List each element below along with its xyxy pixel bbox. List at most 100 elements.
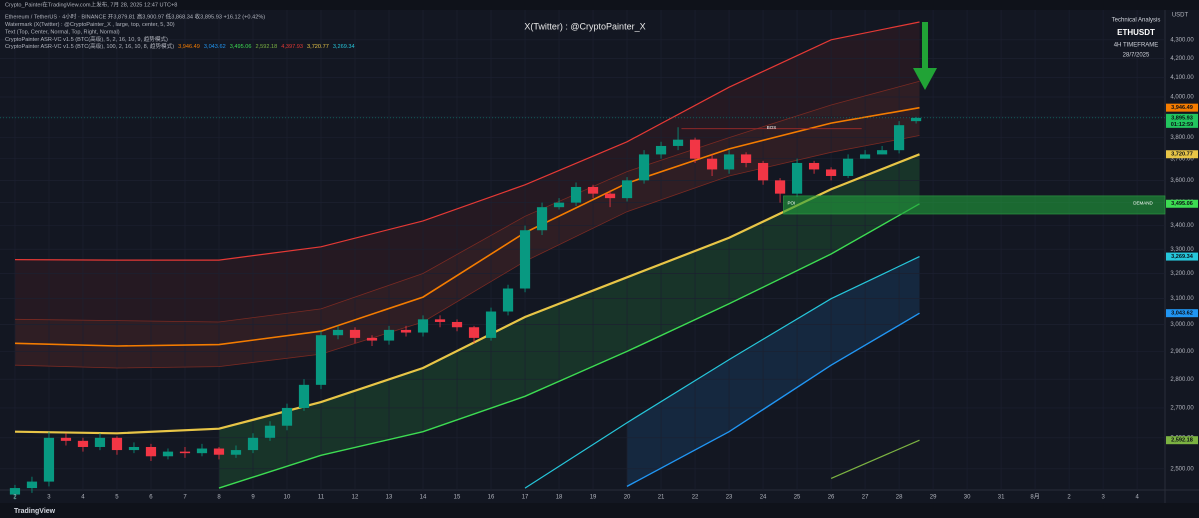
x-tick-label: 15	[454, 495, 461, 501]
last-price-label: 3,895.93	[1171, 115, 1193, 121]
candle-body	[502, 288, 514, 312]
candle-body	[655, 145, 667, 155]
candle-body	[689, 139, 701, 159]
x-tick-label: 7	[183, 495, 187, 501]
candle-body	[434, 319, 446, 322]
indicator-value: 3,720.77	[307, 44, 329, 50]
x-tick-label: 24	[760, 495, 767, 501]
candle-body	[417, 319, 429, 333]
band-fill	[218, 154, 920, 489]
y-tick-label: 4,300.00	[1170, 37, 1194, 43]
y-tick-label: 4,100.00	[1170, 75, 1194, 81]
price-badge	[1166, 309, 1198, 318]
candles	[0, 116, 1165, 500]
price-badge-label: 3,269.34	[1171, 254, 1194, 260]
candle-body	[26, 481, 38, 489]
candle-body	[485, 311, 497, 338]
x-tick-label: 12	[352, 495, 359, 501]
candle-body	[468, 327, 480, 338]
indicator-name: CryptoPainter ASR-VC v1.5 (BTC(高级), 100,…	[5, 42, 174, 50]
candle-body	[128, 446, 140, 451]
candle-body	[366, 337, 378, 341]
down-arrow	[913, 22, 937, 90]
x-tick-label: 28	[896, 495, 903, 501]
y-tick-label: 3,800.00	[1170, 135, 1194, 141]
candle-body	[43, 437, 55, 482]
demand-label: DEMAND	[1133, 201, 1153, 206]
candle-body	[774, 180, 786, 194]
demand-zone	[783, 195, 1166, 215]
y-tick-label: 3,200.00	[1170, 271, 1194, 277]
price-badge-label: 3,495.06	[1171, 201, 1193, 207]
page-header: Crypto_Painter在TradingView.com上发布, 7月 28…	[5, 0, 177, 8]
x-tick-label: 26	[828, 495, 835, 501]
price-badge	[1166, 103, 1198, 112]
x-tick-label: 3	[1101, 495, 1105, 501]
candle-body	[281, 407, 293, 426]
legend-line: CryptoPainter ASR-VC v1.5 (BTC(高级), 5, 2…	[5, 35, 168, 43]
x-tick-label: 25	[794, 495, 801, 501]
candle-body	[791, 162, 803, 194]
x-tick-label: 5	[115, 495, 119, 501]
candle-body	[757, 162, 769, 181]
indicator-value: 4,397.93	[281, 44, 303, 50]
y-tick-label: 3,400.00	[1170, 223, 1194, 229]
candle-body	[825, 169, 837, 176]
bos-label: BOS	[767, 125, 777, 130]
x-tick-label: 23	[726, 495, 733, 501]
candle-body	[740, 154, 752, 163]
candle-body	[315, 335, 327, 385]
indicator-line	[524, 256, 920, 489]
y-tick-label: 2,700.00	[1170, 406, 1194, 412]
x-tick-label: 20	[624, 495, 631, 501]
candle-body	[332, 329, 344, 336]
price-badge-label: 3,043.62	[1171, 311, 1193, 317]
candle-body	[400, 329, 412, 333]
candle-body	[808, 162, 820, 170]
candle-body	[859, 154, 871, 159]
watermark: X(Twitter) : @CryptoPainter_X	[524, 21, 645, 31]
last-price-badge	[1166, 113, 1198, 128]
info-symbol: ETHUSDT	[1117, 28, 1155, 37]
x-tick-label: 11	[318, 495, 325, 501]
indicator-value: 3,269.34	[333, 44, 355, 50]
x-tick-label: 4	[1135, 495, 1139, 501]
x-tick-label: 29	[930, 495, 937, 501]
x-tick-label: 13	[386, 495, 393, 501]
candle-body	[893, 125, 905, 151]
price-badge	[1166, 436, 1198, 445]
price-badge	[1166, 199, 1198, 208]
candle-body	[349, 329, 361, 338]
x-tick-label: 2	[13, 495, 17, 501]
countdown-label: 01:12:59	[1171, 122, 1193, 128]
candle-body	[196, 448, 208, 454]
info-title: Technical Analysis	[1112, 18, 1161, 24]
candle-body	[706, 158, 718, 170]
indicator-value: 3,946.49	[178, 44, 200, 50]
indicator-line	[14, 135, 920, 369]
annotations: BOS POI DEMAND	[681, 125, 1166, 215]
indicator-line	[14, 80, 920, 323]
price-badge-label: 3,946.49	[1171, 105, 1193, 111]
candle-body	[910, 117, 922, 122]
x-tick-label: 8月	[1030, 494, 1039, 501]
candle-body	[621, 180, 633, 199]
indicator-line	[218, 203, 920, 489]
candle-body	[9, 488, 21, 495]
x-tick-label: 18	[556, 495, 563, 501]
candle-body	[162, 451, 174, 457]
price-badge-label: 3,720.77	[1171, 152, 1193, 158]
candle-body	[383, 329, 395, 341]
x-tick-label: 27	[862, 495, 869, 501]
indicator-value: 3,495.06	[230, 44, 252, 50]
candle-body	[77, 440, 89, 447]
x-tick-label: 22	[692, 495, 699, 501]
y-tick-label: 3,000.00	[1170, 322, 1194, 328]
candle-body	[213, 448, 225, 455]
candle-body	[94, 437, 106, 447]
candle-body	[672, 139, 684, 146]
candle-body	[519, 230, 531, 289]
footer-bar	[0, 503, 1199, 518]
